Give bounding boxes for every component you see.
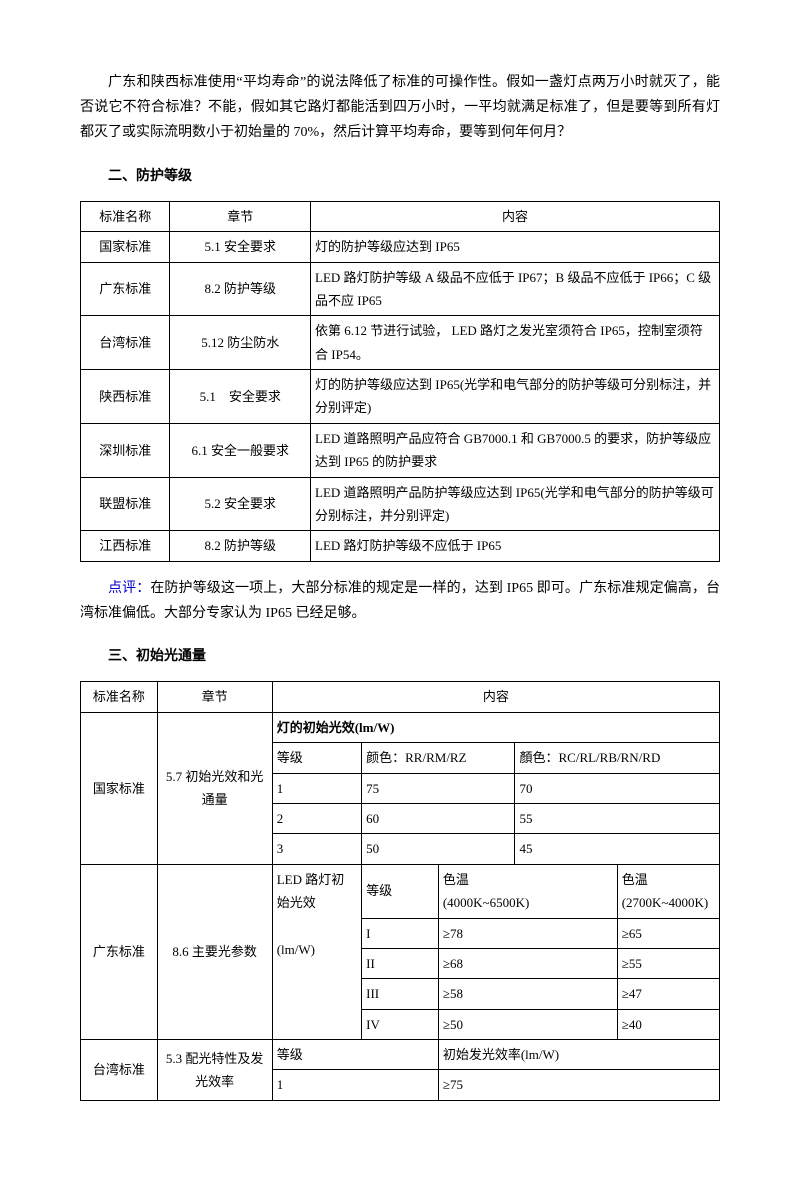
t2-cell: IV xyxy=(362,1009,439,1039)
t1-header-name: 标准名称 xyxy=(81,201,170,231)
t2-cell: 3 xyxy=(272,834,361,864)
t2-cell: 70 xyxy=(515,773,720,803)
t1-header-section: 章节 xyxy=(170,201,311,231)
t1-cell: 5.12 防尘防水 xyxy=(170,316,311,370)
t1-cell: 5.1 安全要求 xyxy=(170,370,311,424)
t2-r3-sh-grade: 等级 xyxy=(272,1040,438,1070)
t2-cell: 1 xyxy=(272,773,361,803)
t2-header-name: 标准名称 xyxy=(81,682,158,712)
comment-label: 点评： xyxy=(108,581,150,596)
section-3-title: 三、初始光通量 xyxy=(80,644,720,669)
t1-header-content: 内容 xyxy=(311,201,720,231)
comment-paragraph: 点评：在防护等级这一项上，大部分标准的规定是一样的，达到 IP65 即可。广东标… xyxy=(80,576,720,626)
t2-r2-sh-ct1: 色温(4000K~6500K) xyxy=(438,864,617,918)
t2-cell: ≥78 xyxy=(438,918,617,948)
t2-r1-section: 5.7 初始光效和光通量 xyxy=(157,712,272,864)
t2-r2-section: 8.6 主要光参数 xyxy=(157,864,272,1039)
t1-cell: 8.2 防护等级 xyxy=(170,262,311,316)
t2-cell: ≥50 xyxy=(438,1009,617,1039)
t1-cell: LED 道路照明产品防护等级应达到 IP65(光学和电气部分的防护等级可分别标注… xyxy=(311,477,720,531)
t2-cell: ≥55 xyxy=(617,948,719,978)
t2-r3-sh-eff: 初始发光效率(lm/W) xyxy=(438,1040,719,1070)
comment-text: 在防护等级这一项上，大部分标准的规定是一样的，达到 IP65 即可。广东标准规定… xyxy=(80,581,720,621)
t1-cell: 5.1 安全要求 xyxy=(170,232,311,262)
t1-cell: 台湾标准 xyxy=(81,316,170,370)
t1-cell: 深圳标准 xyxy=(81,423,170,477)
section-2-title: 二、防护等级 xyxy=(80,164,720,189)
t2-cell: 55 xyxy=(515,803,720,833)
t2-cell: 75 xyxy=(362,773,515,803)
t2-cell: ≥40 xyxy=(617,1009,719,1039)
t1-cell: LED 路灯防护等级不应低于 IP65 xyxy=(311,531,720,561)
t2-cell: II xyxy=(362,948,439,978)
t2-header-content: 内容 xyxy=(272,682,719,712)
t1-cell: LED 道路照明产品应符合 GB7000.1 和 GB7000.5 的要求，防护… xyxy=(311,423,720,477)
t2-r1-name: 国家标准 xyxy=(81,712,158,864)
t2-header-section: 章节 xyxy=(157,682,272,712)
t2-r1-sh-color2: 顏色：RC/RL/RB/RN/RD xyxy=(515,743,720,773)
t2-cell: I xyxy=(362,918,439,948)
t1-cell: LED 路灯防护等级 A 级品不应低于 IP67；B 级品不应低于 IP66；C… xyxy=(311,262,720,316)
protection-grade-table: 标准名称 章节 内容 国家标准5.1 安全要求灯的防护等级应达到 IP65 广东… xyxy=(80,201,720,562)
t2-cell: ≥65 xyxy=(617,918,719,948)
t2-cell: 50 xyxy=(362,834,515,864)
t1-cell: 6.1 安全一般要求 xyxy=(170,423,311,477)
t1-cell: 灯的防护等级应达到 IP65(光学和电气部分的防护等级可分别标注，并分别评定) xyxy=(311,370,720,424)
t1-cell: 8.2 防护等级 xyxy=(170,531,311,561)
t2-cell: ≥68 xyxy=(438,948,617,978)
t2-cell: ≥47 xyxy=(617,979,719,1009)
t1-cell: 江西标准 xyxy=(81,531,170,561)
t1-cell: 灯的防护等级应达到 IP65 xyxy=(311,232,720,262)
t2-cell: III xyxy=(362,979,439,1009)
t2-r1-sh-grade: 等级 xyxy=(272,743,361,773)
t2-r1-subtitle: 灯的初始光效(lm/W) xyxy=(272,712,719,742)
t2-r3-section: 5.3 配光特性及发光效率 xyxy=(157,1040,272,1101)
t2-cell: 60 xyxy=(362,803,515,833)
t2-r3-name: 台湾标准 xyxy=(81,1040,158,1101)
t2-r2-sh-ct2: 色温(2700K~4000K) xyxy=(617,864,719,918)
t1-cell: 5.2 安全要求 xyxy=(170,477,311,531)
t2-cell: 1 xyxy=(272,1070,438,1100)
t2-r1-sh-color1: 颜色：RR/RM/RZ xyxy=(362,743,515,773)
luminous-flux-table: 标准名称 章节 内容 国家标准 5.7 初始光效和光通量 灯的初始光效(lm/W… xyxy=(80,681,720,1100)
t1-cell: 国家标准 xyxy=(81,232,170,262)
t2-cell: ≥58 xyxy=(438,979,617,1009)
t1-cell: 依第 6.12 节进行试验， LED 路灯之发光室须符合 IP65，控制室须符合… xyxy=(311,316,720,370)
t1-cell: 联盟标准 xyxy=(81,477,170,531)
t2-r2-name: 广东标准 xyxy=(81,864,158,1039)
intro-paragraph: 广东和陕西标准使用“平均寿命”的说法降低了标准的可操作性。假如一盏灯点两万小时就… xyxy=(80,70,720,146)
t1-cell: 广东标准 xyxy=(81,262,170,316)
t2-r2-colhead: LED 路灯初始光效(lm/W) xyxy=(272,864,361,1039)
t2-r2-sh-grade: 等级 xyxy=(362,864,439,918)
t2-cell: 2 xyxy=(272,803,361,833)
t2-cell: 45 xyxy=(515,834,720,864)
t1-cell: 陕西标准 xyxy=(81,370,170,424)
t2-cell: ≥75 xyxy=(438,1070,719,1100)
